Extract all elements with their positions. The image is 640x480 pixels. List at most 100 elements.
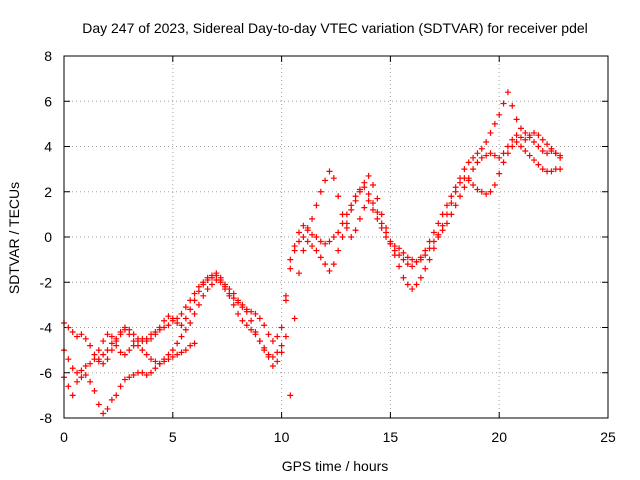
data-point <box>300 222 307 229</box>
data-point <box>165 356 172 363</box>
chart-title: Day 247 of 2023, Sidereal Day-to-day VTE… <box>82 20 588 36</box>
data-point <box>470 166 477 173</box>
data-point <box>522 136 529 143</box>
data-point <box>317 238 324 245</box>
data-point <box>100 410 107 417</box>
data-point <box>496 111 503 118</box>
data-point <box>356 215 363 222</box>
data-point <box>443 220 450 227</box>
data-point <box>383 234 390 240</box>
data-point <box>182 326 189 333</box>
data-point <box>465 159 472 166</box>
data-point <box>178 333 185 340</box>
y-tick-label: -2 <box>40 274 53 290</box>
data-point <box>65 324 72 331</box>
data-point <box>309 243 316 250</box>
data-point <box>531 157 538 164</box>
data-point <box>531 138 538 145</box>
data-point <box>174 319 181 326</box>
data-point <box>108 333 115 340</box>
data-point <box>339 234 346 240</box>
data-point <box>409 286 416 293</box>
data-point <box>261 322 268 329</box>
data-point <box>535 161 542 168</box>
data-point <box>326 238 333 245</box>
data-point <box>544 150 551 157</box>
data-point <box>265 331 272 338</box>
data-point <box>522 129 529 136</box>
plot-frame <box>63 55 609 419</box>
data-point <box>174 340 181 347</box>
data-point <box>539 166 546 173</box>
data-point <box>278 342 285 349</box>
data-point <box>496 170 503 177</box>
data-point <box>391 247 398 254</box>
data-point <box>374 209 381 216</box>
x-tick-label: 0 <box>60 429 68 445</box>
data-point <box>100 360 107 367</box>
data-point <box>517 125 524 132</box>
data-point <box>369 181 376 188</box>
data-point <box>278 324 285 331</box>
data-point <box>287 256 294 263</box>
data-point <box>87 378 94 385</box>
data-point <box>409 256 416 263</box>
data-point <box>478 145 485 152</box>
data-point <box>396 263 403 270</box>
data-point <box>278 349 285 356</box>
data-point <box>448 200 455 207</box>
data-point <box>69 392 76 399</box>
y-tick-label: 2 <box>44 184 52 200</box>
data-point <box>87 360 94 367</box>
data-point <box>121 376 128 383</box>
data-point <box>78 374 85 381</box>
data-point <box>343 224 350 231</box>
data-point <box>87 342 94 349</box>
data-point <box>204 286 211 293</box>
data-point <box>422 265 429 272</box>
data-point <box>178 322 185 329</box>
data-point <box>208 281 215 288</box>
data-point <box>374 195 381 202</box>
data-point <box>230 295 237 302</box>
data-point <box>152 365 159 372</box>
data-point <box>282 297 289 304</box>
data-point <box>74 378 81 385</box>
data-point <box>461 184 468 191</box>
data-point <box>526 134 533 141</box>
data-point <box>139 369 146 376</box>
data-point <box>474 186 481 193</box>
data-point <box>483 138 490 145</box>
data-point <box>400 249 407 256</box>
data-point <box>296 270 303 277</box>
data-point <box>178 349 185 356</box>
data-point <box>296 229 303 236</box>
data-point <box>95 356 102 363</box>
data-point <box>404 254 411 261</box>
data-point <box>269 362 276 369</box>
data-point <box>191 340 198 347</box>
data-point <box>513 132 520 139</box>
data-point <box>178 310 185 317</box>
axis-ticks: 0 5 10 15 20 25 -8 -6 -4 -2 0 2 4 6 8 <box>40 48 616 445</box>
data-point <box>182 315 189 322</box>
data-point <box>396 245 403 252</box>
data-point <box>287 265 294 272</box>
data-point <box>352 227 359 234</box>
data-point <box>287 392 294 399</box>
data-point <box>417 254 424 261</box>
data-point <box>435 234 442 240</box>
data-point <box>130 372 137 379</box>
x-tick-label: 15 <box>383 429 399 445</box>
data-point <box>274 358 281 365</box>
data-point <box>326 168 333 175</box>
data-point <box>330 175 337 182</box>
data-point <box>143 338 150 345</box>
data-point <box>82 372 89 379</box>
data-point <box>200 292 207 299</box>
data-point <box>474 150 481 157</box>
data-point <box>265 353 272 360</box>
data-point <box>417 274 424 281</box>
x-axis-label: GPS time / hours <box>282 458 389 474</box>
data-point <box>309 231 316 238</box>
